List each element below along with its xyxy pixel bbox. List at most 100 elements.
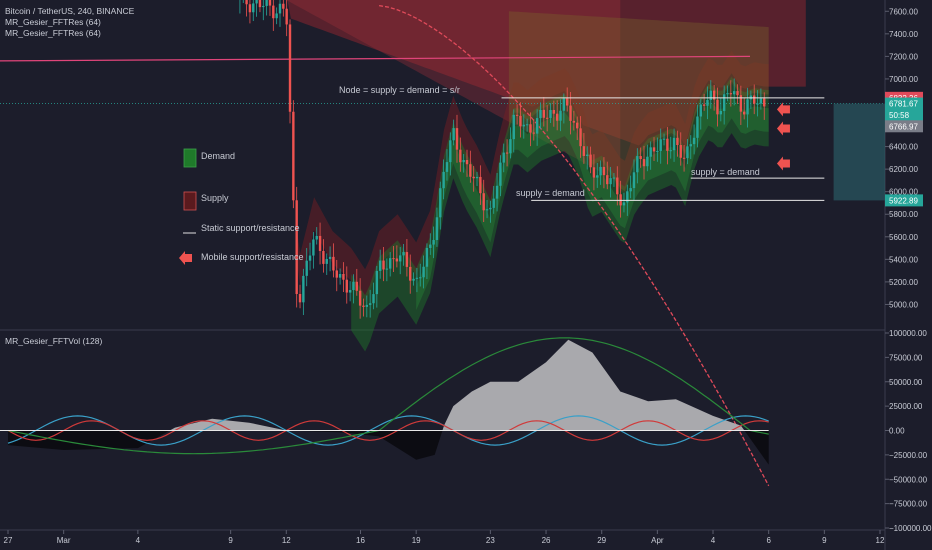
- candle[interactable]: [409, 266, 412, 281]
- candle[interactable]: [739, 95, 743, 112]
- candle[interactable]: [402, 252, 405, 256]
- candle[interactable]: [439, 188, 442, 218]
- candle[interactable]: [692, 137, 696, 145]
- candle[interactable]: [689, 144, 692, 147]
- candle[interactable]: [706, 100, 709, 106]
- candle[interactable]: [455, 128, 459, 150]
- candle[interactable]: [472, 176, 475, 179]
- candle[interactable]: [305, 260, 308, 276]
- candle[interactable]: [422, 266, 425, 278]
- candle[interactable]: [712, 90, 716, 100]
- candle[interactable]: [312, 239, 315, 256]
- candle[interactable]: [763, 98, 766, 107]
- candle[interactable]: [746, 99, 749, 115]
- candle[interactable]: [465, 159, 469, 165]
- candle[interactable]: [318, 235, 322, 251]
- candle[interactable]: [659, 139, 662, 152]
- candle[interactable]: [265, 0, 268, 6]
- candle[interactable]: [606, 175, 609, 185]
- candle[interactable]: [753, 95, 756, 104]
- candle[interactable]: [338, 274, 342, 278]
- candle[interactable]: [742, 111, 746, 115]
- candle[interactable]: [535, 118, 539, 134]
- candle[interactable]: [385, 268, 389, 270]
- candle[interactable]: [702, 104, 706, 106]
- candle[interactable]: [719, 110, 723, 115]
- candle[interactable]: [656, 151, 659, 153]
- candle[interactable]: [255, 0, 258, 4]
- candle[interactable]: [285, 8, 288, 25]
- candle[interactable]: [358, 290, 362, 306]
- candle[interactable]: [429, 244, 432, 248]
- candle[interactable]: [679, 145, 682, 158]
- candle[interactable]: [288, 24, 292, 112]
- candle[interactable]: [622, 202, 626, 206]
- candle[interactable]: [332, 256, 335, 271]
- candle[interactable]: [512, 114, 515, 140]
- candle[interactable]: [509, 139, 512, 154]
- price-candles[interactable]: [239, 0, 766, 319]
- candle[interactable]: [502, 152, 505, 163]
- candle[interactable]: [559, 110, 562, 121]
- candle[interactable]: [482, 193, 485, 211]
- candle[interactable]: [529, 124, 532, 133]
- candle[interactable]: [495, 185, 499, 199]
- candle[interactable]: [345, 279, 348, 293]
- candle[interactable]: [392, 258, 395, 260]
- candle[interactable]: [532, 132, 535, 134]
- candle[interactable]: [432, 240, 435, 245]
- candle[interactable]: [609, 178, 612, 185]
- candle[interactable]: [632, 172, 636, 189]
- candle[interactable]: [302, 275, 305, 303]
- candle[interactable]: [729, 93, 733, 95]
- candle[interactable]: [699, 104, 702, 117]
- candle[interactable]: [709, 90, 712, 101]
- candle[interactable]: [722, 94, 726, 111]
- candle[interactable]: [415, 277, 419, 279]
- candle[interactable]: [342, 274, 345, 280]
- candle[interactable]: [682, 157, 686, 159]
- candle[interactable]: [479, 176, 482, 194]
- candle[interactable]: [545, 117, 549, 119]
- candle[interactable]: [425, 247, 429, 267]
- candle[interactable]: [308, 255, 312, 261]
- candle[interactable]: [485, 209, 489, 211]
- candle[interactable]: [646, 156, 649, 167]
- candle[interactable]: [519, 115, 522, 127]
- candle[interactable]: [542, 109, 546, 118]
- candle[interactable]: [525, 124, 529, 126]
- candle[interactable]: [505, 152, 509, 154]
- candle[interactable]: [442, 171, 445, 189]
- candle[interactable]: [499, 162, 502, 186]
- candle[interactable]: [248, 4, 252, 13]
- candle[interactable]: [652, 147, 656, 152]
- candle[interactable]: [298, 293, 302, 303]
- candle[interactable]: [378, 260, 382, 271]
- candle[interactable]: [716, 99, 719, 115]
- candle[interactable]: [449, 140, 452, 163]
- candle[interactable]: [395, 258, 399, 262]
- candle[interactable]: [365, 304, 369, 307]
- candle[interactable]: [555, 113, 559, 121]
- candle[interactable]: [569, 105, 572, 121]
- candle[interactable]: [586, 154, 589, 156]
- candle[interactable]: [328, 256, 332, 259]
- candle[interactable]: [278, 3, 282, 14]
- candle[interactable]: [515, 114, 519, 116]
- candle[interactable]: [275, 13, 278, 19]
- candle[interactable]: [649, 147, 652, 157]
- candle[interactable]: [489, 207, 492, 210]
- candle[interactable]: [666, 138, 669, 151]
- candle[interactable]: [475, 176, 479, 179]
- candle[interactable]: [375, 270, 379, 295]
- candle[interactable]: [399, 255, 402, 262]
- candle[interactable]: [268, 0, 272, 6]
- candle[interactable]: [582, 146, 586, 156]
- candle[interactable]: [469, 164, 472, 177]
- candle[interactable]: [388, 258, 392, 269]
- candle[interactable]: [322, 250, 325, 264]
- candle[interactable]: [756, 103, 759, 105]
- candle[interactable]: [565, 98, 569, 106]
- candle[interactable]: [258, 0, 262, 8]
- candle[interactable]: [676, 137, 679, 146]
